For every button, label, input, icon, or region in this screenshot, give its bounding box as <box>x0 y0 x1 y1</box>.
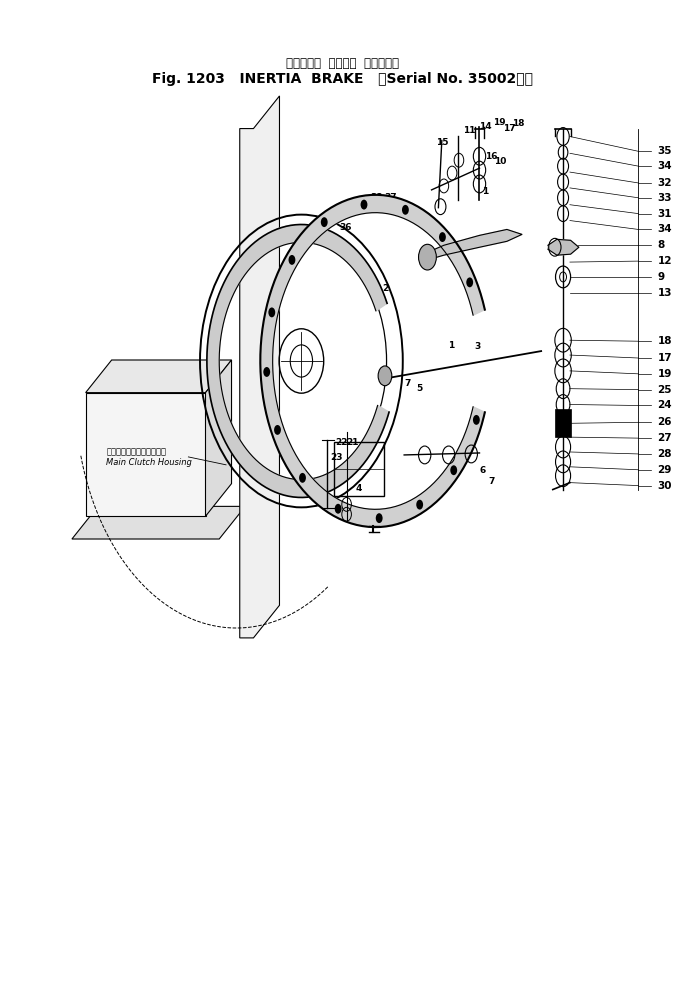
Polygon shape <box>72 506 245 539</box>
Text: 18: 18 <box>658 336 672 346</box>
Text: 12: 12 <box>658 256 672 266</box>
Text: 34: 34 <box>658 161 672 171</box>
Polygon shape <box>207 225 389 497</box>
Text: 21: 21 <box>346 437 358 447</box>
Text: 33: 33 <box>658 193 672 203</box>
Text: 24: 24 <box>658 401 672 410</box>
Polygon shape <box>423 229 522 261</box>
Circle shape <box>269 308 275 317</box>
Polygon shape <box>86 360 232 393</box>
Circle shape <box>321 218 327 227</box>
Polygon shape <box>206 360 232 516</box>
Text: 3: 3 <box>474 341 481 351</box>
Circle shape <box>419 244 436 270</box>
Text: 5: 5 <box>416 384 423 394</box>
Text: 17: 17 <box>658 353 672 363</box>
Text: 11: 11 <box>463 126 475 135</box>
Text: 8: 8 <box>658 240 665 250</box>
Text: 14: 14 <box>479 122 491 132</box>
Text: 17: 17 <box>503 124 515 134</box>
Text: 4: 4 <box>355 484 362 494</box>
Text: 32: 32 <box>658 178 672 188</box>
Text: 38: 38 <box>371 193 383 203</box>
Circle shape <box>299 473 306 483</box>
Text: 26: 26 <box>658 417 672 427</box>
Text: 30: 30 <box>658 481 672 491</box>
Text: 6: 6 <box>479 466 486 476</box>
Text: 19: 19 <box>658 369 672 379</box>
Text: 7: 7 <box>488 477 495 487</box>
Circle shape <box>335 503 342 513</box>
Text: イナーシャ  ブレーキ  （適用号機: イナーシャ ブレーキ （適用号機 <box>286 56 399 70</box>
Circle shape <box>466 277 473 288</box>
Text: 10: 10 <box>494 156 506 166</box>
Circle shape <box>360 200 367 210</box>
Polygon shape <box>86 393 206 516</box>
Text: 7: 7 <box>404 379 411 389</box>
Circle shape <box>439 232 446 242</box>
Text: メインクラッチハウジング
Main Clutch Housing: メインクラッチハウジング Main Clutch Housing <box>106 447 192 467</box>
Text: 28: 28 <box>658 449 672 459</box>
Circle shape <box>376 513 383 523</box>
Text: 15: 15 <box>436 137 449 147</box>
Text: 13: 13 <box>658 288 672 298</box>
Text: 18: 18 <box>512 119 525 129</box>
Circle shape <box>263 367 270 377</box>
Circle shape <box>378 366 392 386</box>
Polygon shape <box>548 239 579 255</box>
Text: 1: 1 <box>447 340 454 350</box>
Polygon shape <box>240 96 279 638</box>
Polygon shape <box>260 195 485 527</box>
Text: 36: 36 <box>340 223 352 232</box>
Text: 37: 37 <box>384 193 397 203</box>
Circle shape <box>416 499 423 509</box>
Text: 35: 35 <box>658 146 672 156</box>
Text: 20: 20 <box>438 480 450 490</box>
Text: 25: 25 <box>658 385 672 395</box>
Text: 31: 31 <box>658 209 672 219</box>
Circle shape <box>288 255 295 265</box>
Text: 34: 34 <box>658 225 672 234</box>
Circle shape <box>274 425 281 435</box>
Text: 2: 2 <box>382 284 388 294</box>
Text: Fig. 1203   INERTIA  BRAKE   （Serial No. 35002～）: Fig. 1203 INERTIA BRAKE （Serial No. 3500… <box>152 72 533 86</box>
Text: 1: 1 <box>482 187 488 197</box>
Circle shape <box>473 415 480 425</box>
Text: 9: 9 <box>658 272 664 282</box>
Bar <box>555 409 571 437</box>
Circle shape <box>450 465 457 475</box>
Text: 16: 16 <box>485 151 497 161</box>
Text: 23: 23 <box>330 453 342 463</box>
Text: 29: 29 <box>658 465 672 475</box>
Circle shape <box>402 205 409 215</box>
Text: 39: 39 <box>461 440 473 450</box>
Text: 22: 22 <box>335 437 347 447</box>
Text: 27: 27 <box>658 433 672 443</box>
Text: 19: 19 <box>493 118 506 128</box>
